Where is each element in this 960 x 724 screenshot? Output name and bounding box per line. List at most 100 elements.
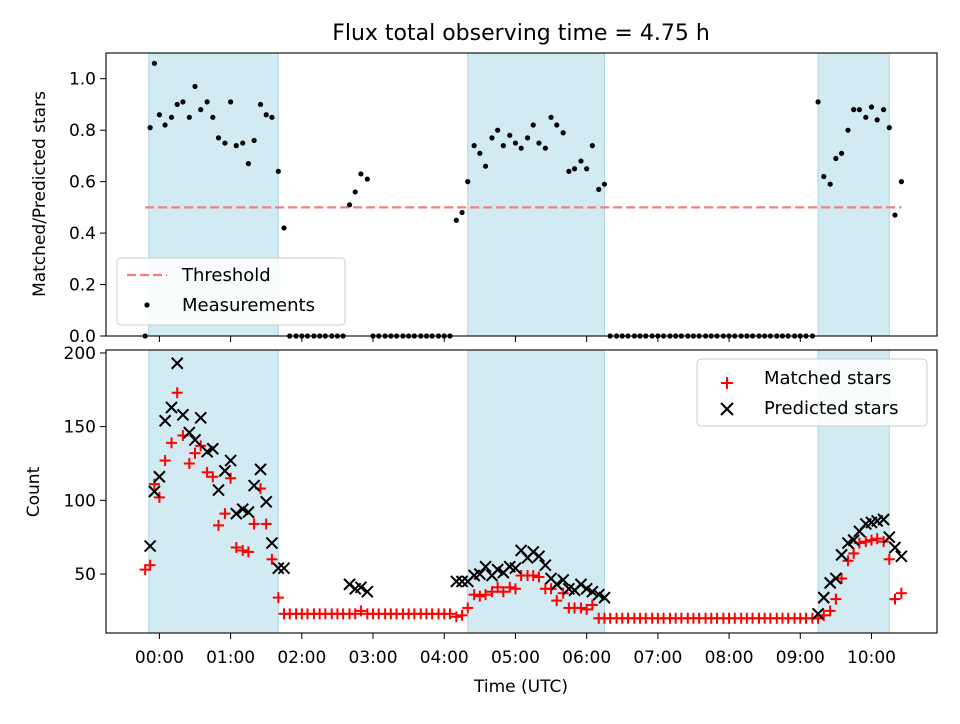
y-tick-label: 0.4 [69,224,96,244]
predicted-star-point [206,442,220,455]
measurement-point [465,179,471,185]
matched-star-point [551,595,563,607]
predicted-star-point [450,575,463,588]
matched-star-point [183,457,195,469]
matched-star-point [230,542,242,554]
matched-star-point [462,602,474,614]
y-tick-label: 50 [74,565,96,585]
predicted-star-point [586,585,599,598]
matched-star-point [237,544,249,556]
measurement-point [596,186,602,192]
measurement-point [560,130,566,136]
matched-star-point [213,519,225,531]
measurement-point [892,212,898,218]
measurement-point [898,179,904,185]
measurement-point [453,217,459,223]
measurement-point [156,112,163,118]
measurement-point [459,209,465,216]
predicted-star-point [354,581,368,594]
predicted-star-point [888,541,902,554]
x-tick-label: 05:00 [491,648,540,668]
matched-star-point [355,605,367,617]
x-tick-label: 02:00 [277,648,326,668]
predicted-star-point [153,470,166,483]
measurement-point [530,122,536,128]
y-tick-label: 0.6 [69,173,96,193]
matched-star-point [189,447,201,459]
measurement-point [477,150,483,156]
bottom-y-axis-label: Count [24,466,44,517]
bottom-x-axis: 00:00 01:00 02:00 03:00 04:00 05:00 06:00 07:00… [135,633,896,668]
predicted-star-point [265,536,279,550]
predicted-star-point [230,507,243,520]
measurement-point [180,99,186,105]
x-tick-label: 09:00 [776,648,825,668]
matched-star-point [504,581,516,593]
matched-star-point [486,586,498,598]
matched-star-point [842,555,854,567]
measurement-point [215,135,222,141]
matched-legend-label: Matched stars [764,368,891,389]
predicted-star-point [183,426,196,439]
measurement-point [589,143,595,149]
matched-star-point [848,547,860,559]
measurement-point [827,181,833,187]
x-tick-label: 00:00 [135,648,184,668]
predicted-star-point [254,463,267,476]
measurement-point [507,132,513,138]
measurements-legend-label: Measurements [182,295,315,316]
chart-title: Flux total observing time = 4.75 h [332,21,710,46]
predicted-star-point [509,561,522,575]
predicted-star-point [148,485,161,498]
x-tick-label: 10:00 [847,648,896,668]
predicted-star-point [883,530,896,544]
measurement-point [198,107,204,113]
measurement-point [257,101,264,108]
measurement-point [245,161,252,167]
x-tick-label: 06:00 [562,648,611,668]
measurement-point [833,155,839,162]
matched-star-point [266,553,278,565]
matched-star-point [474,590,486,602]
measurement-point [251,137,257,144]
measurement-point [584,166,590,172]
measurement-point [168,114,175,120]
predicted-star-point [847,533,860,547]
bottom-legend-box [696,358,928,427]
predicted-legend-label: Predicted stars [764,398,898,419]
measurement-point [269,114,275,120]
matched-star-point [349,608,361,620]
matched-star-point [450,611,462,623]
predicted-star-point [272,561,285,575]
matched-star-point [248,518,260,530]
matched-star-point [824,605,836,617]
measurement-point [571,166,578,172]
predicted-star-point [539,558,552,572]
y-tick-label: 0.8 [69,121,96,141]
measurement-point [192,83,198,90]
matched-star-point [895,587,907,599]
bottom-plot-frame [105,349,938,634]
predicted-star-point [242,505,255,519]
predicted-star-point [212,483,225,497]
predicted-star-point [171,357,184,370]
y-tick-label: 0.0 [69,327,96,347]
measurement-point [482,163,489,169]
measurement-point [856,107,862,113]
predicted-star-point [194,411,207,425]
measurement-point [210,114,216,120]
x-tick-label: 04:00 [420,648,469,668]
predicted-star-point [877,513,890,526]
measurement-point [542,145,548,151]
predicted-star-point [188,433,202,447]
measurement-point [281,225,287,231]
y-tick-label: 100 [64,491,96,511]
x-tick-label: 01:00 [206,648,255,668]
top-legend: Threshold Measurements [116,257,346,326]
matched-star-point [201,466,213,478]
measurement-point [886,125,892,131]
x-tick-label: 07:00 [633,648,682,668]
measurement-point [263,112,269,118]
matched-star-point [860,536,872,548]
